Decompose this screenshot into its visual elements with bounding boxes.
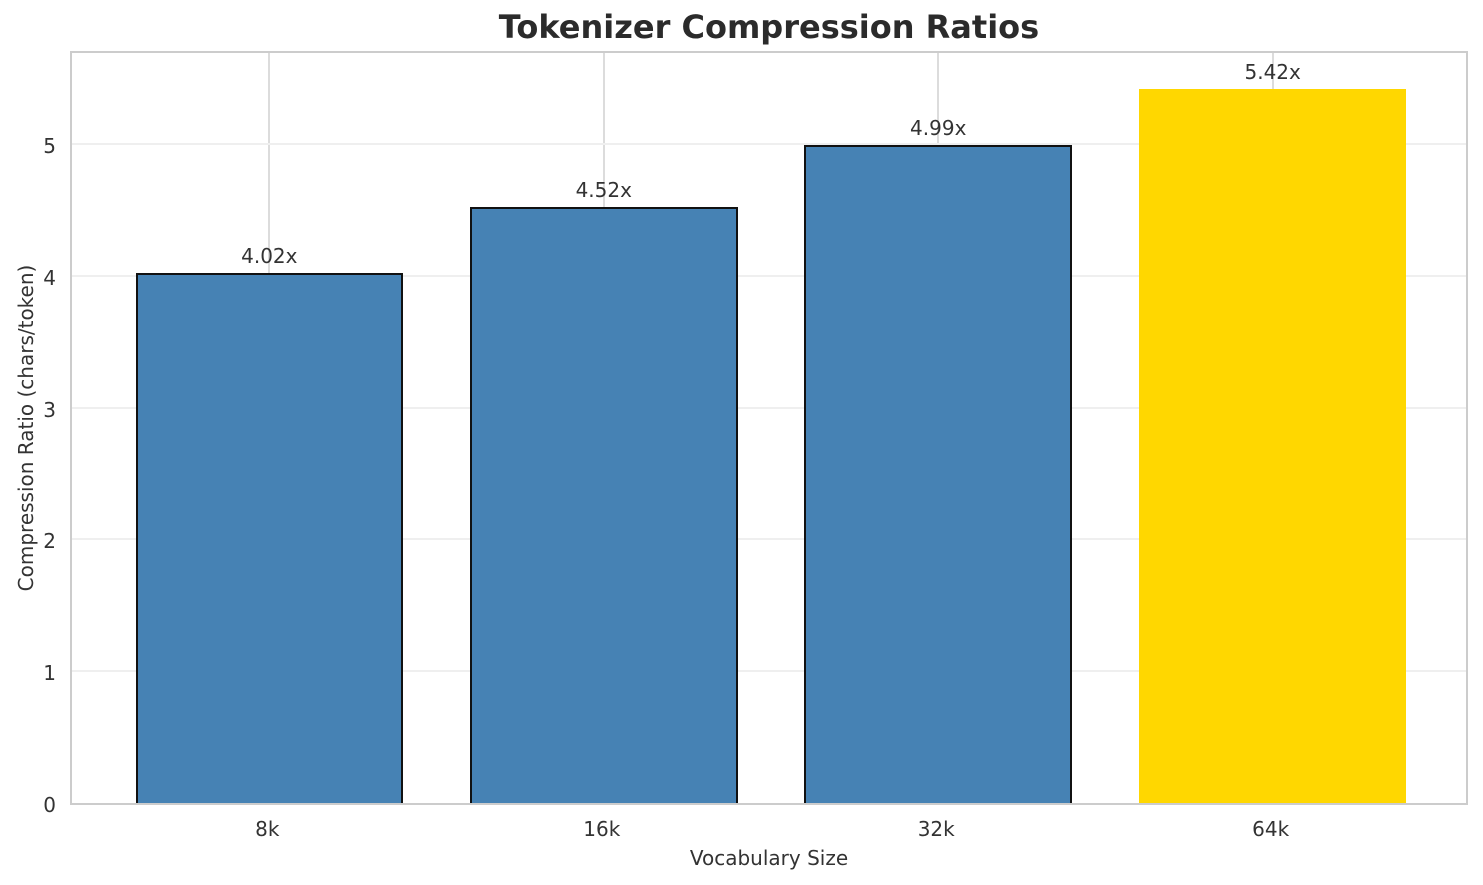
y-tick-label: 1 [43, 661, 56, 686]
bar-32k [804, 145, 1072, 803]
x-tick-label: 32k [917, 817, 955, 841]
horizontal-gridline [72, 406, 1466, 409]
y-tick-label: 2 [43, 529, 56, 554]
x-tick-label: 8k [255, 817, 280, 841]
x-tick-label: 16k [583, 817, 621, 841]
horizontal-gridline [72, 142, 1466, 145]
x-tick-label: 64k [1252, 817, 1290, 841]
bar-64k [1138, 88, 1407, 803]
bar-16k [469, 207, 738, 803]
chart-title: Tokenizer Compression Ratios [498, 8, 1040, 46]
y-tick-label: 4 [43, 265, 56, 290]
x-axis-label: Vocabulary Size [689, 846, 849, 870]
bar-value-label: 4.99x [910, 116, 967, 141]
y-tick-label: 3 [43, 397, 56, 422]
bar-value-label: 5.42x [1244, 59, 1301, 84]
bar-value-label: 4.02x [241, 244, 298, 269]
bar-8k [135, 273, 404, 803]
y-tick-label: 5 [43, 133, 56, 158]
bar-value-label: 4.52x [575, 178, 632, 203]
plot-area: 4.02x 4.52x 4.99x 5.42x [70, 51, 1468, 805]
horizontal-gridline [72, 274, 1466, 277]
y-tick-label: 0 [43, 793, 56, 817]
horizontal-gridline [72, 538, 1466, 541]
horizontal-gridline [72, 670, 1466, 673]
